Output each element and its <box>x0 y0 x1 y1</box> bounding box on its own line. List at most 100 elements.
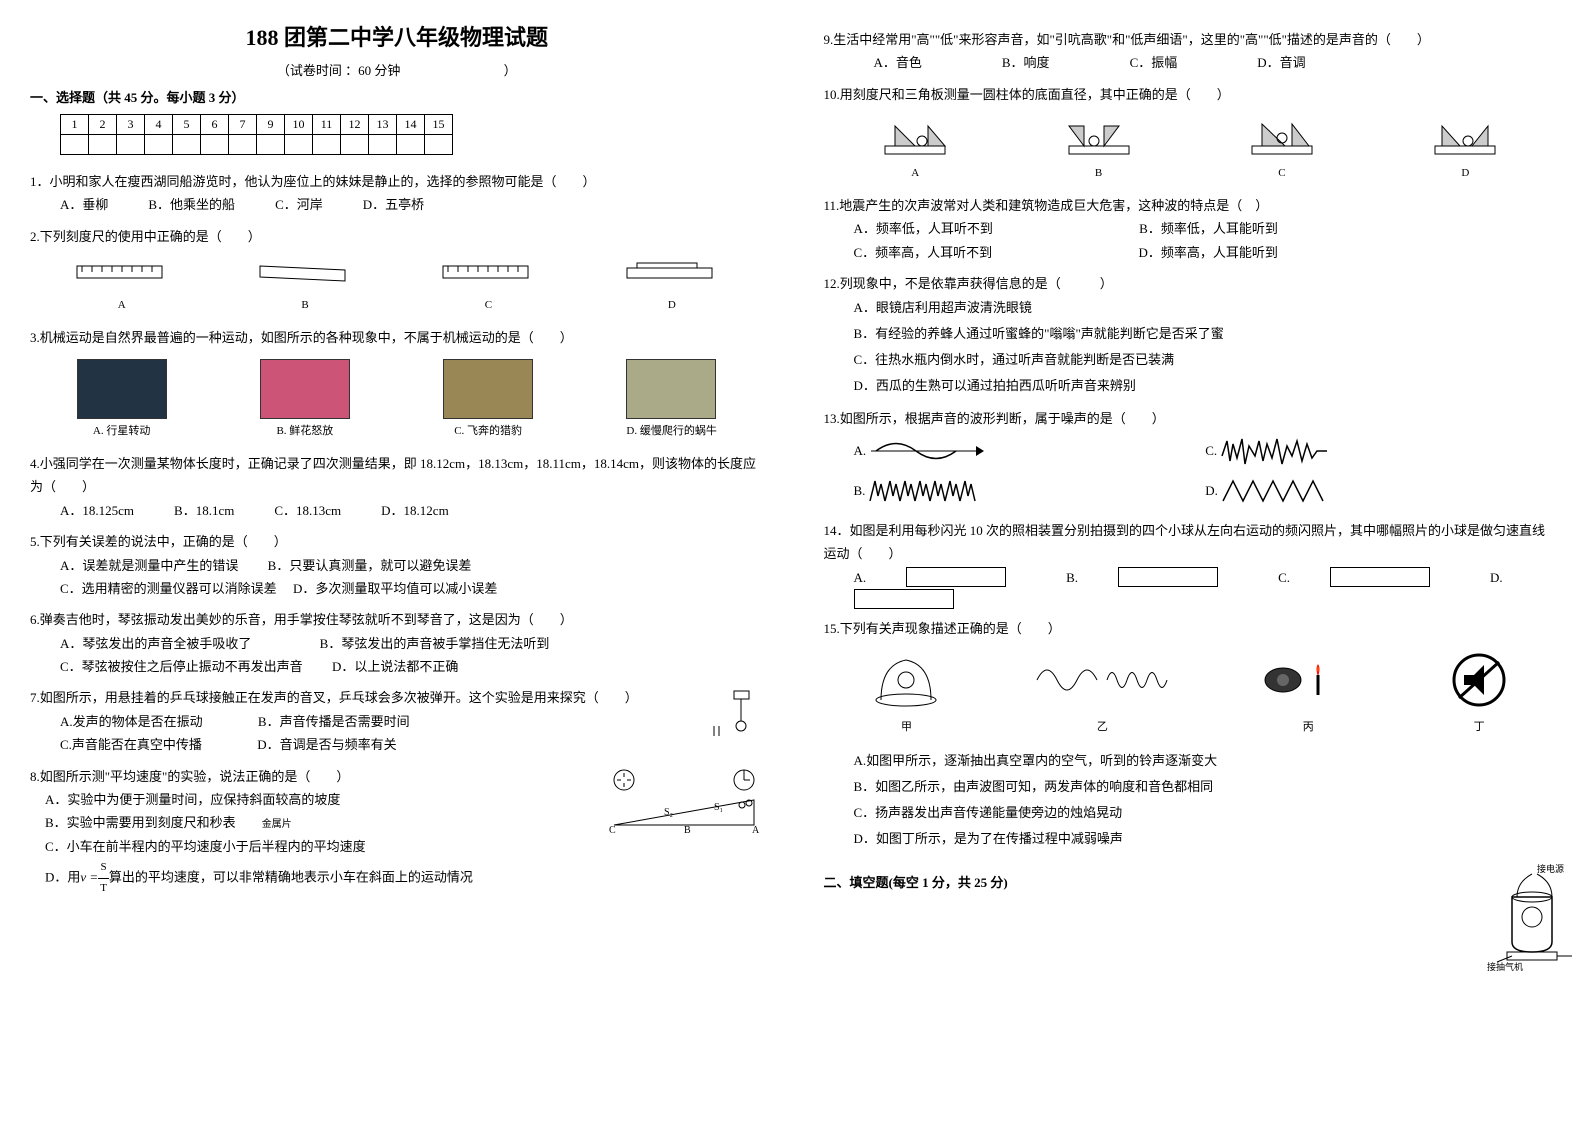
q15-figures: 甲 乙 丙 丁 <box>824 650 1558 738</box>
svg-text:B: B <box>684 825 691 835</box>
no-horn-icon <box>1444 650 1514 710</box>
motion-box-d <box>854 589 954 609</box>
q12-opt-c: C．往热水瓶内倒水时，通过听声音就能判断是否已装满 <box>854 347 1558 373</box>
q3-cap-c: C. 飞奔的猎豹 <box>443 422 533 442</box>
wave-b: B. <box>854 476 1206 506</box>
section-1-header: 一、选择题（共 45 分。每小题 3 分） <box>30 87 764 106</box>
q3-cap-d: D. 缓慢爬行的蜗牛 <box>626 422 716 442</box>
triangle-ruler-icon <box>1430 116 1500 156</box>
periodic-wave-icon <box>865 476 985 506</box>
answer-grid-blank <box>61 135 453 155</box>
nature-fig-c: C. 飞奔的猎豹 <box>443 359 533 442</box>
triangle-fig-d: D <box>1430 116 1500 184</box>
svg-text:S₂: S₂ <box>664 807 673 818</box>
q11-opt-b: B．频率低，人耳能听到 <box>1139 221 1278 236</box>
svg-text:S₁: S₁ <box>714 802 723 813</box>
q12-opt-a: A．眼镜店利用超声波清洗眼镜 <box>854 295 1558 321</box>
nature-fig-a: A. 行星转动 <box>77 359 167 442</box>
q15-opt-c: C．扬声器发出声音传递能量使旁边的烛焰晃动 <box>854 800 1558 826</box>
q13-label-b: B. <box>854 479 866 502</box>
q9-opt-d: D．音调 <box>1257 51 1305 74</box>
cheetah-icon <box>443 359 533 419</box>
grid-cell: 4 <box>145 115 173 135</box>
triangle-ruler-icon <box>1064 116 1134 156</box>
sound-fig-3: 丙 <box>1258 650 1358 738</box>
q5-opt-a: A．误差就是测量中产生的错误 <box>60 558 238 573</box>
q14-opt-c: C. <box>1278 566 1290 589</box>
q1-opt-a: A．垂柳 <box>60 193 108 216</box>
grid-cell: 11 <box>313 115 341 135</box>
noise-wave-icon <box>1217 436 1337 466</box>
question-5: 5.下列有关误差的说法中，正确的是（ ） A．误差就是测量中产生的错误 B．只要… <box>30 530 764 600</box>
motion-box-c <box>1330 567 1430 587</box>
question-9: 9.生活中经常用"高""低"来形容声音，如"引吭高歌"和"低声细语"，这里的"高… <box>824 28 1558 75</box>
left-column: 188 团第二中学八年级物理试题 （试卷时间 ：60 分钟 ） 一、选择题（共 … <box>0 0 794 1123</box>
q1-text: 1．小明和家人在瘦西湖同船游览时，他认为座位上的妹妹是静止的，选择的参照物可能是… <box>30 170 764 193</box>
pump-label: 接抽气机 <box>1487 961 1523 972</box>
q14-opt-d: D. <box>1490 566 1503 589</box>
grid-cell: 1 <box>61 115 89 135</box>
q11-options: A．频率低，人耳听不到 B．频率低，人耳能听到 C．频率高，人耳听不到 D．频率… <box>854 217 1558 264</box>
speaker-candle-icon <box>1258 650 1358 710</box>
grid-cell: 14 <box>397 115 425 135</box>
q2-label-c: C <box>438 296 538 316</box>
q15-cap-3: 丙 <box>1258 718 1358 738</box>
triangle-fig-a: A <box>880 116 950 184</box>
q4-opt-a: A．18.125cm <box>60 499 134 522</box>
ruler-icon <box>622 258 722 288</box>
vacuum-pump-icon: 接电源 接抽气机 <box>1487 862 1577 972</box>
q2-label-b: B <box>255 296 355 316</box>
q15-opt-d: D．如图丁所示，是为了在传播过程中减弱噪声 <box>854 826 1558 852</box>
q7-options: A.发声的物体是否在振动 B．声音传播是否需要时间 C.声音能否在真空中传播 D… <box>60 710 764 757</box>
q15-cap-2: 乙 <box>1032 718 1172 738</box>
q15-options: A.如图甲所示，逐渐抽出真空罩内的空气，听到的铃声逐渐变大 B．如图乙所示，由声… <box>854 748 1558 852</box>
q9-opt-c: C．振幅 <box>1130 51 1178 74</box>
incline-experiment-icon: S₂S₁ CBA <box>604 765 764 835</box>
q1-options: A．垂柳 B．他乘坐的船 C．河岸 D．五亭桥 <box>60 193 764 216</box>
exam-title: 188 团第二中学八年级物理试题 <box>30 20 764 52</box>
ruler-fig-c: C <box>438 258 538 316</box>
triangle-fig-b: B <box>1064 116 1134 184</box>
q10-label-b: B <box>1064 164 1134 184</box>
subtitle-close: ） <box>504 63 517 78</box>
sound-fig-2: 乙 <box>1032 650 1172 738</box>
q4-options: A．18.125cm B．18.1cm C．18.13cm D．18.12cm <box>60 499 764 522</box>
time-label: （试卷时间 ：60 分钟 <box>277 63 401 78</box>
grid-cell: 7 <box>229 115 257 135</box>
q5-options: A．误差就是测量中产生的错误 B．只要认真测量，就可以避免误差 C．选用精密的测… <box>60 554 764 601</box>
q2-label-a: A <box>72 296 172 316</box>
q13-figures: A. C. B. D. <box>854 431 1558 511</box>
q8-opt-c: C．小车在前半程内的平均速度小于后半程内的平均速度 <box>45 835 764 858</box>
q13-text: 13.如图所示，根据声音的波形判断，属于噪声的是（ ） <box>824 407 1558 430</box>
q10-label-a: A <box>880 164 950 184</box>
q12-text: 12.列现象中，不是依靠声获得信息的是（ ） <box>824 272 1558 295</box>
motion-box-b <box>1118 567 1218 587</box>
grid-cell: 3 <box>117 115 145 135</box>
q1-opt-d: D．五亭桥 <box>363 193 424 216</box>
q10-figures: A B C D <box>824 116 1558 184</box>
question-2: 2.下列刻度尺的使用中正确的是（ ） A B C D <box>30 225 764 316</box>
q9-options: A．音色 B．响度 C．振幅 D．音调 <box>874 51 1558 74</box>
q8-d-post: 算出的平均速度，可以非常精确地表示小车在斜面上的运动情况 <box>109 869 473 884</box>
q13-label-c: C. <box>1205 439 1217 462</box>
metal-piece-label: 金属片 <box>262 819 292 830</box>
q12-opt-b: B．有经验的养蜂人通过听蜜蜂的"嗡嗡"声就能判断它是否采了蜜 <box>854 321 1558 347</box>
q5-opt-d: D．多次测量取平均值可以减小误差 <box>293 581 497 596</box>
nature-fig-d: D. 缓慢爬行的蜗牛 <box>626 359 716 442</box>
q8-opt-d: D．用v =ST算出的平均速度，可以非常精确地表示小车在斜面上的运动情况 <box>45 858 764 899</box>
right-column: 9.生活中经常用"高""低"来形容声音，如"引吭高歌"和"低声细语"，这里的"高… <box>794 0 1587 1123</box>
tuning-fork-icon <box>704 686 764 736</box>
q4-text: 4.小强同学在一次测量某物体长度时，正确记录了四次测量结果，即 18.12cm，… <box>30 452 764 499</box>
q14-text: 14．如图是利用每秒闪光 10 次的照相装置分别拍摄到的四个小球从左向右运动的频… <box>824 519 1558 566</box>
q3-cap-a: A. 行星转动 <box>77 422 167 442</box>
grid-cell: 5 <box>173 115 201 135</box>
q8-opt-b: B．实验中需要用到刻度尺和秒表 <box>45 815 236 830</box>
q15-opt-a: A.如图甲所示，逐渐抽出真空罩内的空气，听到的铃声逐渐变大 <box>854 748 1558 774</box>
planet-icon <box>77 359 167 419</box>
grid-cell: 15 <box>425 115 453 135</box>
wave-c: C. <box>1205 436 1557 466</box>
triangle-ruler-icon <box>1247 116 1317 156</box>
q6-opt-b: B．琴弦发出的声音被手掌挡住无法听到 <box>320 636 550 651</box>
motion-box-a <box>906 567 1006 587</box>
q4-opt-c: C．18.13cm <box>274 499 341 522</box>
